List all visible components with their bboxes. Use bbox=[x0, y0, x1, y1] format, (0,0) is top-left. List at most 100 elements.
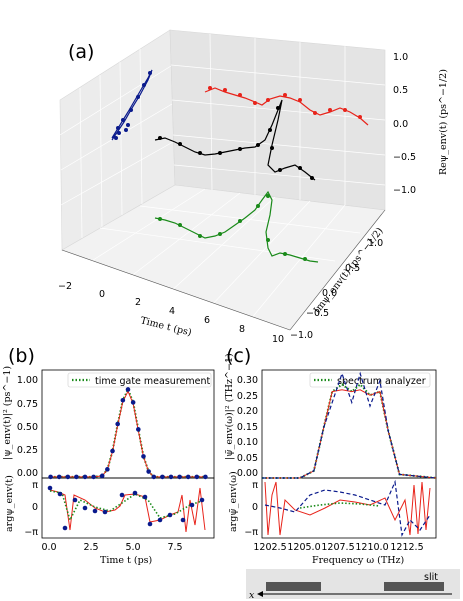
svg-text:0.15: 0.15 bbox=[237, 422, 258, 433]
svg-text:π: π bbox=[252, 480, 258, 491]
svg-text:0: 0 bbox=[252, 502, 258, 513]
panel-d: slit x bbox=[246, 569, 460, 601]
data-point bbox=[125, 387, 131, 392]
data-point bbox=[82, 474, 88, 480]
fit-line bbox=[50, 389, 206, 478]
svg-text:0.75: 0.75 bbox=[17, 399, 38, 410]
z-tick-labels: 1.0 0.5 0.0 −0.5 −1.0 bbox=[393, 52, 416, 196]
data-point bbox=[91, 474, 96, 480]
b-xlabel: Time t (ps) bbox=[100, 555, 152, 566]
x-arrow-label: x bbox=[249, 590, 255, 601]
b-bottom-axes bbox=[41, 477, 215, 539]
x-arrow-head bbox=[257, 591, 263, 597]
data-point bbox=[194, 474, 200, 480]
svg-text:−1.0: −1.0 bbox=[393, 185, 416, 196]
svg-text:0.25: 0.25 bbox=[237, 391, 258, 402]
b-top-ylabel: |ψ_env(t)|² (ps^−1) bbox=[2, 366, 13, 460]
panel-a-label: (a) bbox=[68, 41, 94, 63]
svg-text:8: 8 bbox=[239, 324, 245, 335]
c-bottom-axes bbox=[261, 477, 437, 539]
c-top-ylabel: |ψ̃_env(ω)|² (THz^−1) bbox=[224, 353, 235, 460]
series-line-blue bbox=[262, 371, 437, 479]
data-point bbox=[136, 427, 141, 432]
svg-text:−0.5: −0.5 bbox=[306, 308, 329, 319]
svg-text:0.0: 0.0 bbox=[322, 288, 337, 299]
svg-text:0.0: 0.0 bbox=[41, 542, 56, 553]
b-xticks: 0.0 2.5 5.0 7.5 bbox=[41, 542, 182, 553]
svg-text:0.00: 0.00 bbox=[237, 468, 258, 479]
x-tick-labels: −2 0 2 4 6 8 10 bbox=[58, 281, 284, 345]
svg-text:1210.0: 1210.0 bbox=[355, 542, 388, 553]
svg-text:−0.5: −0.5 bbox=[393, 152, 416, 163]
x-axis-title: Time t (ps) bbox=[139, 315, 192, 338]
svg-text:5.0: 5.0 bbox=[125, 542, 140, 553]
svg-text:−1.0: −1.0 bbox=[290, 330, 313, 341]
c-xlabel: Frequency ω (THz) bbox=[312, 555, 404, 566]
b-bottom-ylabel: argψ_env(t) bbox=[4, 475, 15, 532]
svg-text:−π: −π bbox=[24, 527, 38, 538]
svg-text:0.0: 0.0 bbox=[393, 119, 408, 130]
panel-a: (a) −2 0 2 4 6 8 10 Time t (ps) 1.0 0.5 … bbox=[58, 29, 449, 345]
data-point bbox=[177, 474, 182, 480]
b-bottom-yticks: π 0 −π bbox=[24, 480, 38, 538]
data-point bbox=[105, 467, 110, 472]
b-top-plot bbox=[48, 386, 208, 480]
svg-text:spectrum analyzer: spectrum analyzer bbox=[337, 376, 426, 387]
data-point bbox=[160, 474, 165, 480]
data-point bbox=[146, 469, 151, 474]
series-line bbox=[262, 383, 437, 479]
slit-bar-right bbox=[384, 582, 444, 591]
series-line bbox=[50, 386, 206, 478]
svg-text:0: 0 bbox=[99, 289, 105, 300]
z-axis-title: Reψ_env(t) (ps^−1/2) bbox=[438, 69, 449, 175]
svg-text:10: 10 bbox=[272, 334, 284, 345]
data-point bbox=[115, 421, 120, 427]
data-point bbox=[99, 473, 105, 479]
panel-b-label: (b) bbox=[8, 345, 35, 367]
panel-b: (b) time gate measurement 1.00 0.75 0.50… bbox=[2, 345, 215, 566]
b-top-yticks: 1.00 0.75 0.50 0.25 0.00 bbox=[17, 375, 38, 479]
svg-text:1.0: 1.0 bbox=[393, 52, 408, 63]
c-top-plot bbox=[262, 371, 437, 479]
panel-c-label: (c) bbox=[226, 345, 251, 367]
svg-text:0.05: 0.05 bbox=[237, 453, 258, 464]
svg-text:0.10: 0.10 bbox=[237, 437, 258, 448]
svg-text:1205.0: 1205.0 bbox=[287, 542, 320, 553]
c-xticks: 1202.5 1205.0 1207.5 1210.0 1212.5 bbox=[253, 542, 423, 553]
svg-text:1202.5: 1202.5 bbox=[253, 542, 286, 553]
data-point bbox=[48, 474, 53, 480]
svg-text:0.5: 0.5 bbox=[393, 85, 408, 96]
data-point bbox=[65, 474, 71, 480]
svg-text:1.00: 1.00 bbox=[17, 375, 38, 386]
svg-text:6: 6 bbox=[204, 315, 210, 326]
svg-text:0.00: 0.00 bbox=[17, 468, 38, 479]
data-point bbox=[141, 454, 146, 459]
svg-text:1.0: 1.0 bbox=[368, 238, 383, 249]
b-legend: time gate measurement bbox=[67, 372, 212, 388]
svg-text:1212.5: 1212.5 bbox=[390, 542, 423, 553]
c-bottom-yticks: π 0 −π bbox=[244, 480, 258, 538]
data-point bbox=[56, 474, 62, 480]
curve-blue bbox=[111, 69, 153, 141]
fit-line bbox=[262, 389, 437, 479]
svg-text:−2: −2 bbox=[58, 281, 72, 292]
svg-text:4: 4 bbox=[169, 306, 175, 317]
data-point bbox=[185, 474, 191, 480]
svg-text:7.5: 7.5 bbox=[167, 542, 182, 553]
svg-text:2.5: 2.5 bbox=[83, 542, 98, 553]
data-point bbox=[74, 474, 79, 480]
c-top-yticks: 0.30 0.25 0.20 0.15 0.10 0.05 0.00 bbox=[237, 375, 258, 479]
svg-text:−π: −π bbox=[244, 527, 258, 538]
data-point bbox=[120, 397, 126, 403]
svg-text:0.50: 0.50 bbox=[17, 422, 38, 433]
svg-text:time gate measurement: time gate measurement bbox=[95, 376, 210, 387]
svg-text:0: 0 bbox=[32, 502, 38, 513]
svg-text:0.25: 0.25 bbox=[17, 445, 38, 456]
c-bottom-ylabel: argψ̃_env(ω) bbox=[228, 471, 239, 532]
data-point bbox=[203, 474, 208, 480]
slit-label: slit bbox=[424, 572, 438, 583]
slit-bar-left bbox=[266, 582, 321, 591]
data-point bbox=[168, 474, 174, 480]
svg-text:0.30: 0.30 bbox=[237, 375, 258, 386]
